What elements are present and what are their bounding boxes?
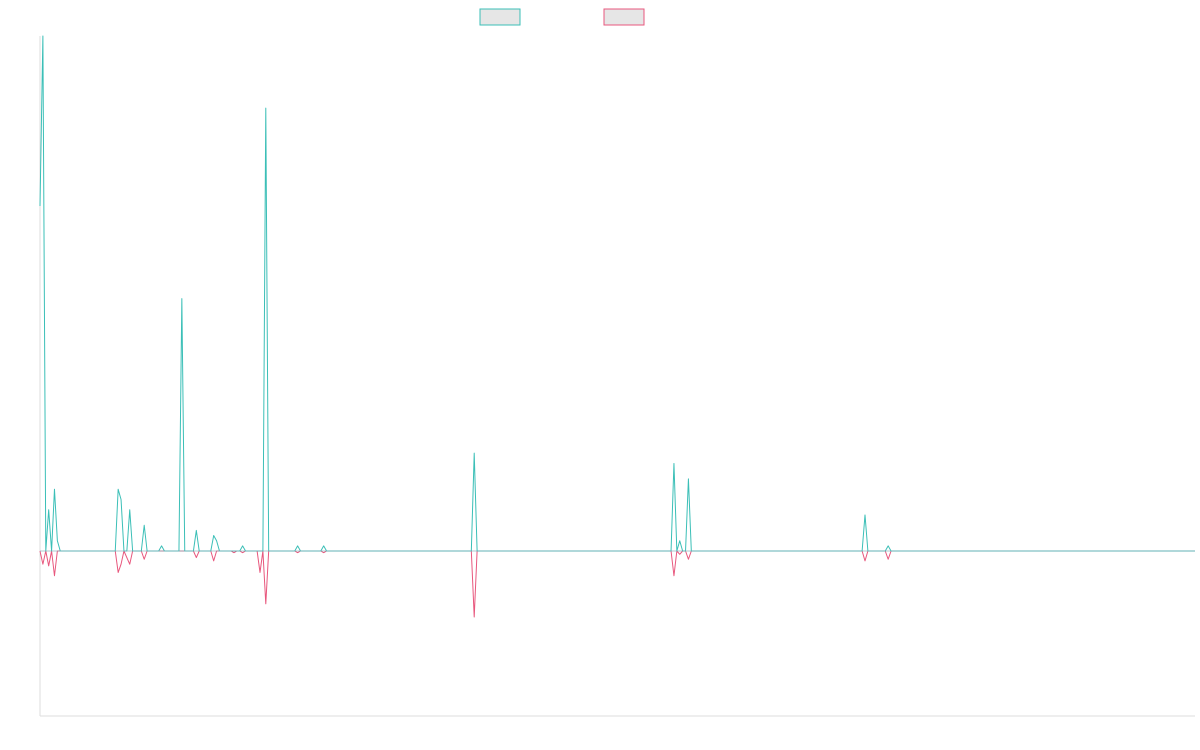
legend-swatch-series-1[interactable] xyxy=(479,8,521,26)
axes xyxy=(39,36,1195,717)
legend xyxy=(479,8,645,26)
series-layer xyxy=(39,35,1195,618)
series-line-2 xyxy=(39,550,1195,618)
legend-swatch-series-2[interactable] xyxy=(603,8,645,26)
series-line-1 xyxy=(39,35,1195,552)
